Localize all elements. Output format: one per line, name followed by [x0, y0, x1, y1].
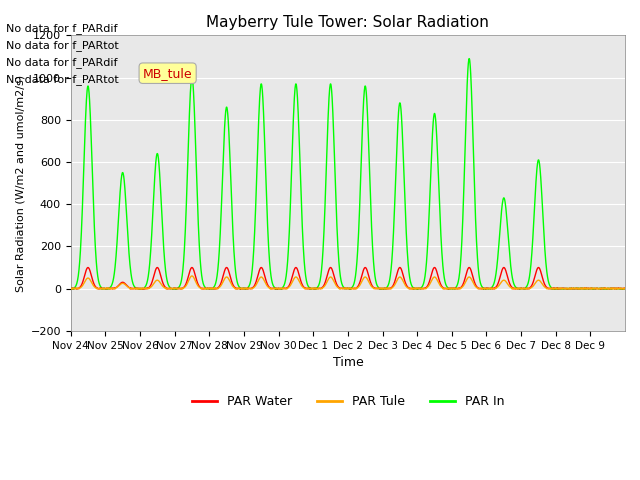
Text: No data for f_PARdif: No data for f_PARdif: [6, 23, 118, 34]
Text: No data for f_PARdif: No data for f_PARdif: [6, 57, 118, 68]
Legend: PAR Water, PAR Tule, PAR In: PAR Water, PAR Tule, PAR In: [187, 390, 509, 413]
Y-axis label: Solar Radiation (W/m2 and umol/m2/s): Solar Radiation (W/m2 and umol/m2/s): [15, 74, 25, 292]
Text: MB_tule: MB_tule: [143, 67, 193, 80]
Text: No data for f_PARtot: No data for f_PARtot: [6, 73, 119, 84]
Text: No data for f_PARtot: No data for f_PARtot: [6, 40, 119, 51]
X-axis label: Time: Time: [333, 356, 364, 369]
Title: Mayberry Tule Tower: Solar Radiation: Mayberry Tule Tower: Solar Radiation: [207, 15, 490, 30]
